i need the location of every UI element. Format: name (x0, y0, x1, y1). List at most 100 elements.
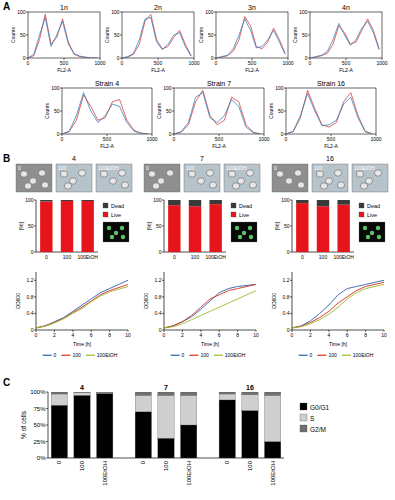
micrograph-background (144, 164, 180, 192)
cell (197, 178, 204, 184)
line-chart: 050010000501002nFL2-ACounts (104, 4, 200, 73)
y-tick-label: 100 (281, 197, 290, 203)
cell (64, 183, 71, 189)
micrograph-background (16, 164, 52, 192)
y-tick (284, 134, 286, 135)
frame (286, 88, 376, 134)
y-tick (34, 280, 36, 281)
x-tick-label: 0 (163, 332, 166, 338)
micrograph: 100 (56, 164, 92, 192)
stained-cell (120, 226, 124, 230)
x-tick-label: 0 (173, 136, 176, 142)
x-tick-label: 10 (381, 332, 387, 338)
legend-swatch (300, 414, 307, 421)
y-tick (290, 226, 292, 227)
x-tick-label: 0 (291, 332, 294, 338)
fluorescence-image (231, 222, 257, 242)
y-axis-label: Counts (268, 103, 274, 119)
bar-segment (51, 392, 67, 394)
line-chart: 050010000501003nFL2-ACounts (198, 4, 294, 73)
x-tick-label: 0 (309, 60, 312, 66)
series-line (216, 19, 285, 58)
title: 1n (60, 4, 68, 11)
y-tick (162, 296, 164, 297)
bar-segment (135, 395, 151, 412)
y-tick (172, 88, 174, 89)
micrograph-label: 100EtOH (226, 165, 247, 171)
y-tick-label: 100% (30, 389, 46, 395)
micrograph-background (352, 164, 388, 192)
plot-area (286, 90, 372, 134)
x-tick-label: 100 (191, 254, 200, 260)
y-axis (164, 272, 165, 330)
cell (166, 170, 173, 176)
micrograph-label: 100 (58, 165, 67, 171)
series-line (310, 21, 379, 58)
y-tick-label: 100 (205, 9, 214, 15)
line-chart: 024681000.40.81.2Time [h]OD6000100100EtO… (271, 272, 387, 358)
bar-segment (158, 438, 174, 458)
y-tick-label: 50% (33, 422, 46, 428)
x-tick-label: 500 (60, 60, 69, 66)
y-axis-label: Counts (10, 27, 16, 43)
image-background (103, 222, 129, 242)
plot-area (122, 14, 191, 58)
micrograph-label: 100 (314, 165, 323, 171)
legend-label: Dead (367, 203, 380, 209)
x-tick-label: 1000 (370, 136, 381, 142)
y-tick-label: 0.4 (27, 310, 34, 316)
bar-segment (97, 392, 113, 394)
y-tick-label: 100 (153, 197, 162, 203)
y-tick (162, 252, 164, 253)
micrograph: 100 (312, 164, 348, 192)
bar-segment (317, 206, 329, 252)
x-tick-label: 0 (61, 136, 64, 142)
plot-area (62, 93, 148, 134)
y-tick-label: 100 (25, 197, 34, 203)
stained-cell (110, 235, 114, 239)
y-tick (120, 58, 122, 59)
frame (174, 88, 264, 134)
y-axis-label: Counts (104, 27, 110, 43)
legend-swatch (231, 203, 236, 208)
legend-label: Live (239, 212, 249, 218)
bar-segment (296, 203, 308, 252)
legend-label: Live (367, 212, 377, 218)
y-tick-label: 0.4 (283, 310, 290, 316)
legend-swatch (86, 355, 95, 356)
micrograph-label: 0 (146, 165, 149, 171)
x-tick-label: 500 (215, 136, 224, 142)
legend-label: 100EtOH (353, 352, 374, 358)
micrograph-label: 0 (274, 165, 277, 171)
x-tick-label: 100 (79, 460, 85, 471)
series-line (28, 14, 97, 58)
y-tick (284, 88, 286, 89)
bar-segment (81, 201, 93, 252)
y-tick (308, 35, 310, 36)
bar-segment (219, 394, 235, 400)
bar-segment (181, 425, 197, 458)
y-tick (34, 200, 36, 201)
panel-letter: B (3, 153, 10, 164)
stained-cell (121, 235, 125, 239)
x-axis (164, 330, 256, 331)
y-tick (284, 111, 286, 112)
y-tick (34, 252, 36, 253)
x-tick-label: 2 (53, 332, 56, 338)
cell (24, 183, 31, 189)
plot-area (28, 14, 97, 58)
y-axis-label: Counts (198, 27, 204, 43)
y-tick-label: 50 (208, 32, 214, 38)
x-axis-label: FL2-A (324, 143, 338, 149)
y-tick (34, 330, 36, 331)
legend-label: G0/G1 (310, 404, 330, 411)
x-tick-label: 100EtOH (333, 254, 354, 260)
micrograph-background (312, 164, 348, 192)
y-tick (290, 280, 292, 281)
x-tick-label: 500 (103, 136, 112, 142)
bar-segment (264, 395, 280, 441)
x-axis-label: Time [h] (201, 341, 219, 347)
x-axis-label: FL2-A (151, 67, 165, 73)
y-tick-label: 75% (33, 406, 46, 412)
series-line (216, 17, 285, 58)
